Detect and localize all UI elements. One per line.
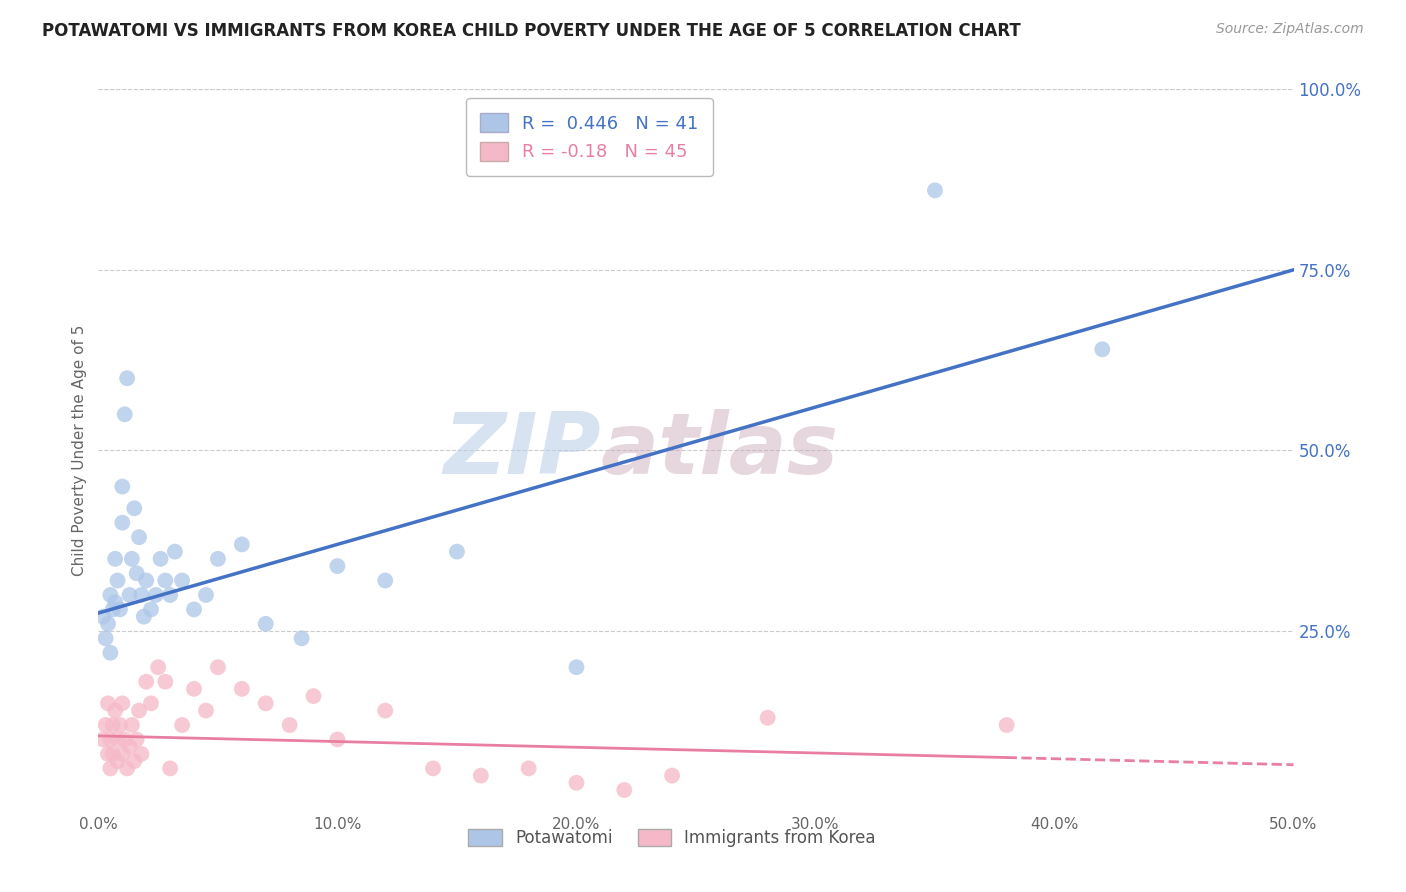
Point [924, 183, 946, 197]
Point [104, 551, 127, 566]
Point [446, 544, 468, 558]
Legend: Potawatomi, Immigrants from Korea: Potawatomi, Immigrants from Korea [461, 822, 883, 854]
Point [326, 732, 349, 747]
Point [613, 783, 636, 797]
Point [107, 754, 129, 768]
Point [302, 689, 325, 703]
Point [183, 602, 205, 616]
Point [135, 574, 157, 588]
Point [111, 480, 134, 494]
Point [101, 747, 124, 761]
Point [94, 632, 117, 646]
Point [131, 747, 153, 761]
Point [231, 537, 253, 551]
Point [149, 551, 172, 566]
Point [124, 501, 146, 516]
Point [195, 704, 218, 718]
Point [139, 602, 162, 616]
Point [121, 718, 143, 732]
Point [115, 761, 138, 775]
Point [97, 616, 120, 631]
Text: Source: ZipAtlas.com: Source: ZipAtlas.com [1216, 22, 1364, 37]
Text: atlas: atlas [600, 409, 838, 492]
Point [565, 660, 588, 674]
Point [159, 761, 181, 775]
Point [756, 711, 779, 725]
Point [125, 732, 148, 747]
Point [91, 732, 114, 747]
Point [231, 681, 253, 696]
Point [91, 609, 114, 624]
Point [97, 747, 120, 761]
Point [124, 754, 146, 768]
Point [101, 718, 124, 732]
Point [98, 588, 122, 602]
Point [207, 551, 229, 566]
Point [104, 595, 127, 609]
Point [111, 696, 134, 710]
Point [254, 616, 277, 631]
Point [115, 371, 138, 385]
Point [128, 530, 150, 544]
Point [121, 551, 143, 566]
Point [128, 704, 150, 718]
Point [291, 632, 314, 646]
Text: ZIP: ZIP [443, 409, 600, 492]
Point [114, 732, 136, 747]
Point [163, 544, 186, 558]
Point [1091, 343, 1114, 357]
Point [139, 696, 162, 710]
Point [172, 718, 194, 732]
Point [131, 588, 153, 602]
Point [145, 588, 167, 602]
Point [101, 602, 124, 616]
Point [111, 747, 134, 761]
Text: POTAWATOMI VS IMMIGRANTS FROM KOREA CHILD POVERTY UNDER THE AGE OF 5 CORRELATION: POTAWATOMI VS IMMIGRANTS FROM KOREA CHIL… [42, 22, 1021, 40]
Point [254, 696, 277, 710]
Point [155, 574, 177, 588]
Point [159, 588, 181, 602]
Point [172, 574, 194, 588]
Point [98, 646, 122, 660]
Point [118, 588, 141, 602]
Point [155, 674, 177, 689]
Point [517, 761, 540, 775]
Point [98, 761, 122, 775]
Point [374, 704, 396, 718]
Point [108, 718, 131, 732]
Point [118, 739, 141, 754]
Point [278, 718, 301, 732]
Point [125, 566, 148, 581]
Point [195, 588, 218, 602]
Point [97, 696, 120, 710]
Point [107, 732, 129, 747]
Point [374, 574, 396, 588]
Point [114, 407, 136, 421]
Point [207, 660, 229, 674]
Point [422, 761, 444, 775]
Point [565, 776, 588, 790]
Point [470, 769, 492, 783]
Point [104, 704, 127, 718]
Point [661, 769, 683, 783]
Point [132, 609, 155, 624]
Point [111, 516, 134, 530]
Point [183, 681, 205, 696]
Point [94, 718, 117, 732]
Point [326, 559, 349, 574]
Point [148, 660, 170, 674]
Point [98, 732, 122, 747]
Point [995, 718, 1018, 732]
Point [108, 602, 131, 616]
Y-axis label: Child Poverty Under the Age of 5: Child Poverty Under the Age of 5 [72, 325, 87, 576]
Point [135, 674, 157, 689]
Point [107, 574, 129, 588]
